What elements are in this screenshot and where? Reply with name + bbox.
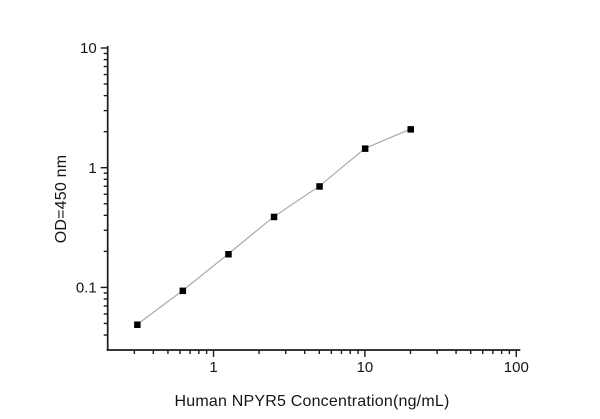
x-tick-label: 1 (209, 359, 217, 376)
data-point-marker (407, 126, 414, 133)
series-line (136, 128, 411, 325)
y-tick-label: 1 (88, 160, 96, 177)
data-point-marker (225, 251, 232, 258)
y-tick-label: 10 (80, 40, 97, 57)
data-point-marker (179, 287, 187, 295)
data-point-marker (134, 321, 141, 328)
x-tick-label: 100 (504, 359, 529, 376)
data-point-marker (361, 145, 369, 152)
x-axis-title: Human NPYR5 Concentration(ng/mL) (174, 393, 450, 410)
data-point-marker (316, 183, 323, 190)
y-tick-label: 0.1 (76, 280, 97, 297)
data-point-marker (270, 213, 278, 221)
x-tick-label: 10 (357, 359, 374, 376)
y-axis-title: OD=450 nm (53, 154, 70, 244)
